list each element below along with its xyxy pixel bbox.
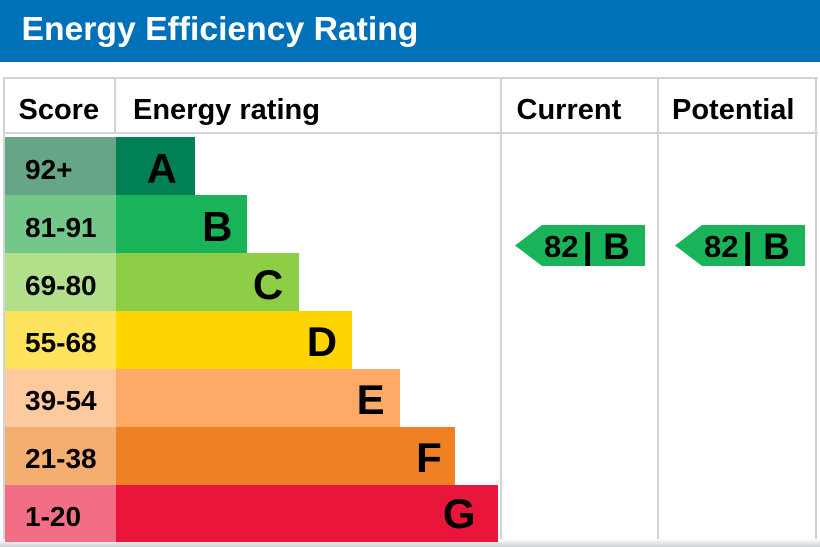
svg-text:82| B: 82 | B — [704, 226, 790, 266]
svg-text:82| B: 82 | B — [544, 226, 630, 266]
